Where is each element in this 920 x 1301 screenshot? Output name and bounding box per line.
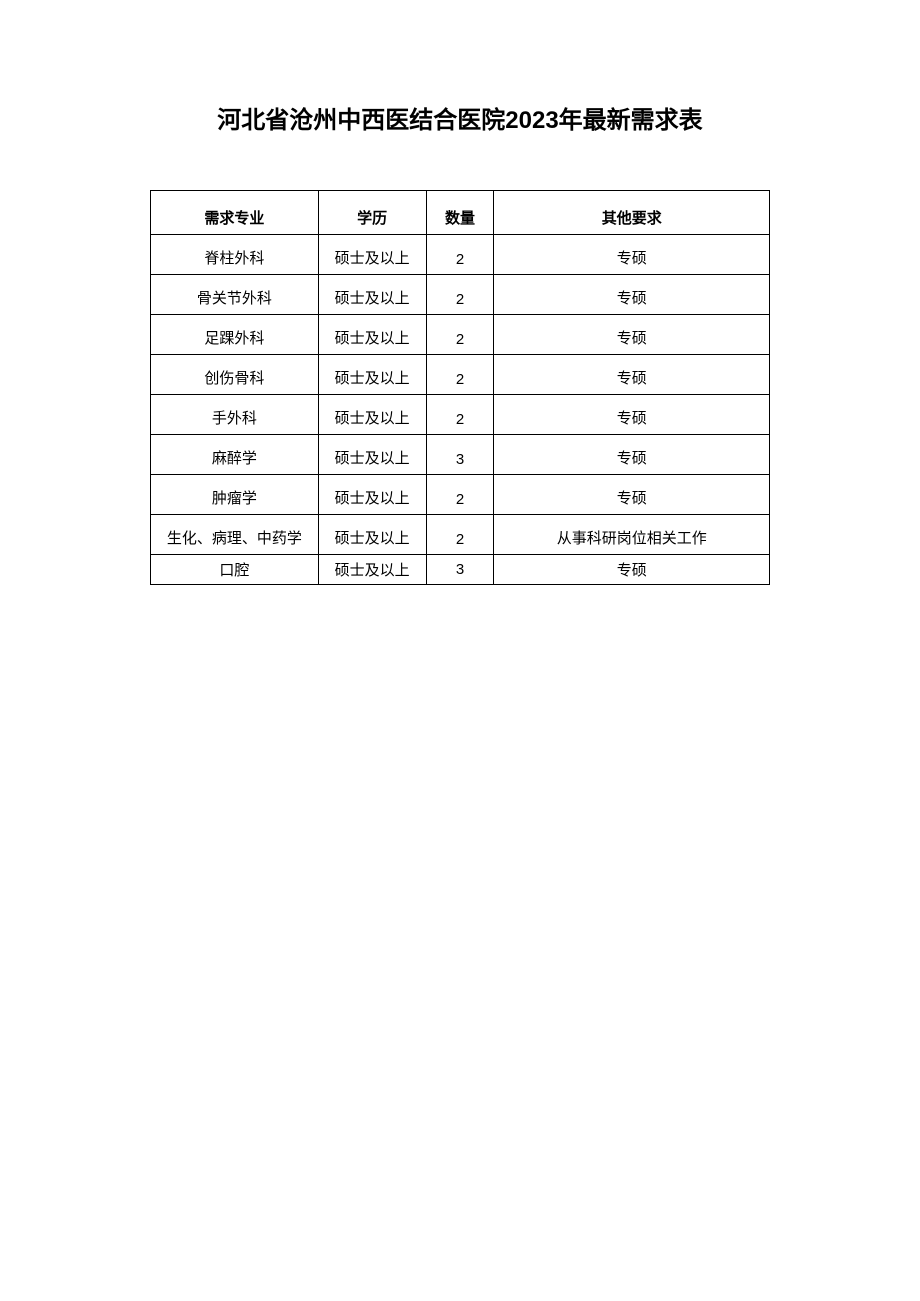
header-other: 其他要求 — [494, 191, 770, 235]
cell-other: 专硕 — [494, 275, 770, 315]
cell-major: 脊柱外科 — [151, 235, 319, 275]
page-title: 河北省沧州中西医结合医院2023年最新需求表 — [145, 100, 775, 135]
cell-education: 硕士及以上 — [318, 235, 426, 275]
cell-education: 硕士及以上 — [318, 355, 426, 395]
table-row: 足踝外科 硕士及以上 2 专硕 — [151, 315, 770, 355]
cell-major: 生化、病理、中药学 — [151, 515, 319, 555]
cell-quantity: 2 — [426, 395, 494, 435]
cell-major: 手外科 — [151, 395, 319, 435]
cell-other: 从事科研岗位相关工作 — [494, 515, 770, 555]
cell-education: 硕士及以上 — [318, 555, 426, 585]
cell-education: 硕士及以上 — [318, 395, 426, 435]
header-major: 需求专业 — [151, 191, 319, 235]
cell-major: 麻醉学 — [151, 435, 319, 475]
cell-education: 硕士及以上 — [318, 275, 426, 315]
cell-quantity: 2 — [426, 235, 494, 275]
table-row: 肿瘤学 硕士及以上 2 专硕 — [151, 475, 770, 515]
cell-other: 专硕 — [494, 355, 770, 395]
cell-other: 专硕 — [494, 435, 770, 475]
cell-quantity: 3 — [426, 555, 494, 585]
cell-major: 口腔 — [151, 555, 319, 585]
table-row: 脊柱外科 硕士及以上 2 专硕 — [151, 235, 770, 275]
header-quantity: 数量 — [426, 191, 494, 235]
cell-major: 足踝外科 — [151, 315, 319, 355]
header-education: 学历 — [318, 191, 426, 235]
table-row: 口腔 硕士及以上 3 专硕 — [151, 555, 770, 585]
cell-other: 专硕 — [494, 395, 770, 435]
cell-quantity: 2 — [426, 515, 494, 555]
table-row: 生化、病理、中药学 硕士及以上 2 从事科研岗位相关工作 — [151, 515, 770, 555]
cell-quantity: 2 — [426, 355, 494, 395]
table-header-row: 需求专业 学历 数量 其他要求 — [151, 191, 770, 235]
cell-major: 肿瘤学 — [151, 475, 319, 515]
cell-quantity: 2 — [426, 475, 494, 515]
cell-other: 专硕 — [494, 475, 770, 515]
cell-major: 创伤骨科 — [151, 355, 319, 395]
table-row: 骨关节外科 硕士及以上 2 专硕 — [151, 275, 770, 315]
cell-other: 专硕 — [494, 315, 770, 355]
cell-quantity: 2 — [426, 315, 494, 355]
cell-education: 硕士及以上 — [318, 315, 426, 355]
cell-education: 硕士及以上 — [318, 435, 426, 475]
table-row: 麻醉学 硕士及以上 3 专硕 — [151, 435, 770, 475]
document-page: 河北省沧州中西医结合医院2023年最新需求表 需求专业 学历 数量 其他要求 脊… — [0, 0, 920, 585]
requirements-table: 需求专业 学历 数量 其他要求 脊柱外科 硕士及以上 2 专硕 骨关节外科 硕士… — [150, 190, 770, 585]
cell-quantity: 3 — [426, 435, 494, 475]
table-row: 手外科 硕士及以上 2 专硕 — [151, 395, 770, 435]
cell-education: 硕士及以上 — [318, 515, 426, 555]
cell-other: 专硕 — [494, 235, 770, 275]
cell-education: 硕士及以上 — [318, 475, 426, 515]
table-row: 创伤骨科 硕士及以上 2 专硕 — [151, 355, 770, 395]
cell-major: 骨关节外科 — [151, 275, 319, 315]
cell-other: 专硕 — [494, 555, 770, 585]
cell-quantity: 2 — [426, 275, 494, 315]
